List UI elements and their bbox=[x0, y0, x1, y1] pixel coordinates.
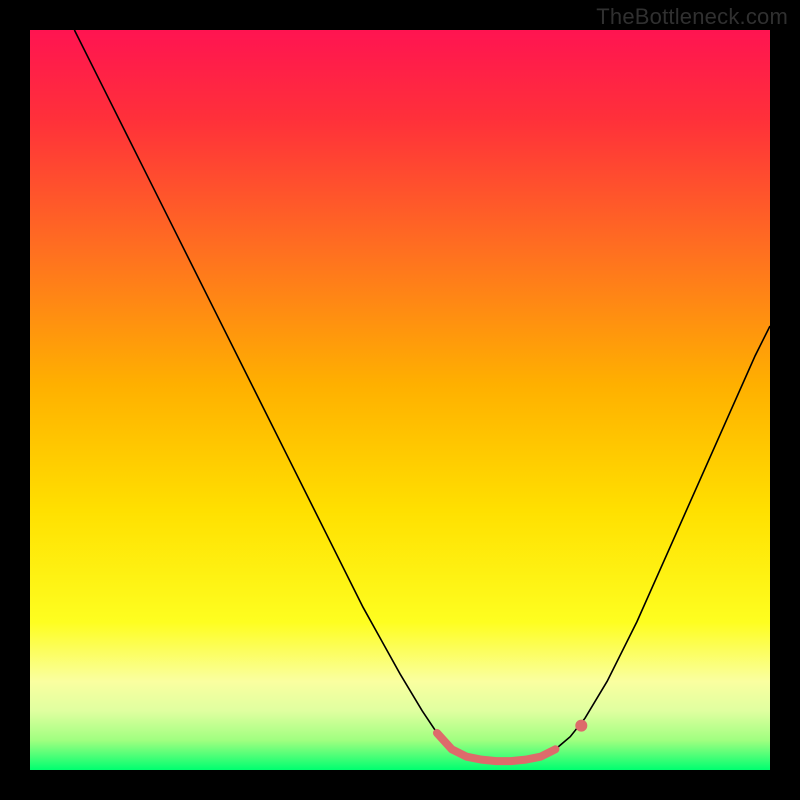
watermark-text: TheBottleneck.com bbox=[596, 4, 788, 30]
gradient-background bbox=[30, 30, 770, 770]
bottleneck-chart bbox=[0, 0, 800, 800]
chart-svg bbox=[0, 0, 800, 800]
bottleneck-marker-dot bbox=[575, 720, 587, 732]
